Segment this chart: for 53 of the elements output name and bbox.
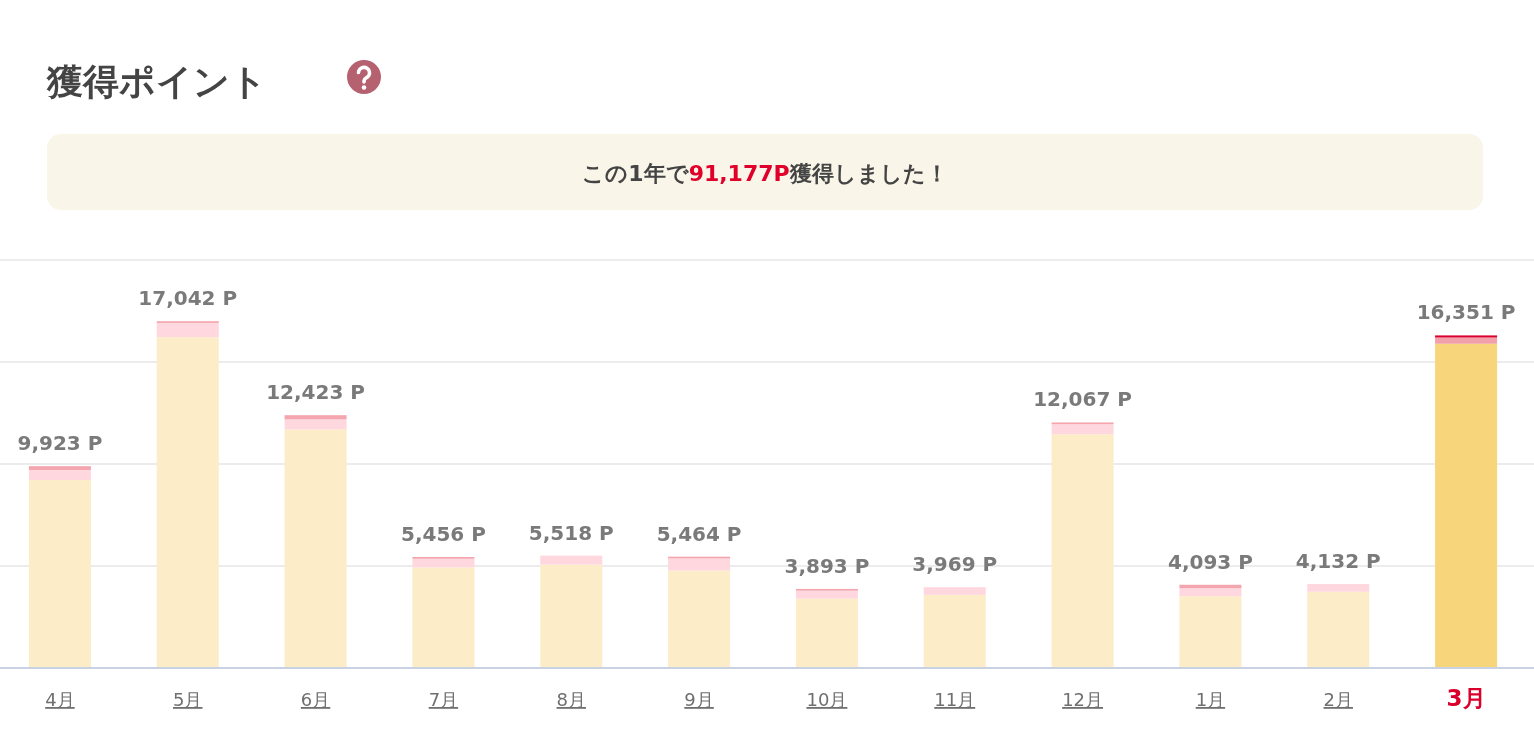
bar bbox=[668, 570, 731, 668]
annotation: 5,456 P bbox=[400, 522, 486, 547]
x-tick-label: 12月 bbox=[1062, 689, 1104, 710]
chart-title: 獲得ポイント bbox=[46, 61, 267, 102]
annotation: 4,093 P bbox=[1167, 549, 1253, 574]
annotation: 12,067 P bbox=[1033, 387, 1132, 412]
annotation: 9,923 P bbox=[17, 431, 103, 456]
bar bbox=[1435, 335, 1498, 338]
x-tick-label: 4月 bbox=[45, 689, 75, 710]
bar bbox=[923, 587, 986, 595]
bar bbox=[1307, 584, 1370, 592]
bar bbox=[668, 558, 731, 571]
bar bbox=[1179, 588, 1242, 597]
bar bbox=[1051, 434, 1114, 668]
bar bbox=[28, 469, 91, 481]
bar bbox=[1179, 596, 1242, 668]
bar bbox=[28, 480, 91, 668]
x-tick-label: 6月 bbox=[300, 689, 331, 710]
bar bbox=[540, 564, 603, 668]
x-tick-label: 10月 bbox=[806, 689, 848, 710]
bar bbox=[412, 558, 475, 568]
annotation: 3,969 P bbox=[912, 552, 998, 577]
bar bbox=[1435, 343, 1498, 668]
bar bbox=[1051, 424, 1114, 435]
annotation: 17,042 P bbox=[138, 286, 238, 311]
bar bbox=[795, 590, 858, 599]
x-tick-label: 5月 bbox=[173, 689, 203, 710]
bar bbox=[28, 466, 91, 470]
bar bbox=[284, 415, 347, 420]
annotation: 12,423 P bbox=[266, 380, 365, 405]
bar bbox=[923, 594, 986, 668]
bar bbox=[156, 337, 219, 668]
annotation: 5,518 P bbox=[528, 520, 614, 545]
bar bbox=[540, 555, 603, 565]
bar bbox=[795, 598, 858, 668]
x-tick-label: 2月 bbox=[1323, 689, 1353, 710]
annotation: 3,893 P bbox=[784, 553, 870, 578]
x-tick-label: 1月 bbox=[1195, 689, 1226, 710]
chart-subtitle: この1年で91,177P獲得しました！ bbox=[582, 161, 948, 186]
x-tick-label: 7月 bbox=[428, 689, 459, 710]
annotation: 5,464 P bbox=[656, 521, 742, 546]
bar bbox=[412, 567, 475, 668]
bar bbox=[1435, 337, 1498, 344]
bar bbox=[156, 322, 219, 338]
x-tick-label: 11月 bbox=[934, 689, 976, 710]
x-tick-label: 3月 bbox=[1446, 685, 1486, 711]
bar bbox=[284, 429, 347, 668]
annotation: 16,351 P bbox=[1416, 300, 1516, 325]
bar bbox=[284, 419, 347, 430]
x-tick-label: 8月 bbox=[556, 689, 586, 710]
x-tick-label: 9月 bbox=[684, 689, 714, 710]
annotation: 4,132 P bbox=[1295, 549, 1381, 574]
bar bbox=[1307, 591, 1370, 668]
